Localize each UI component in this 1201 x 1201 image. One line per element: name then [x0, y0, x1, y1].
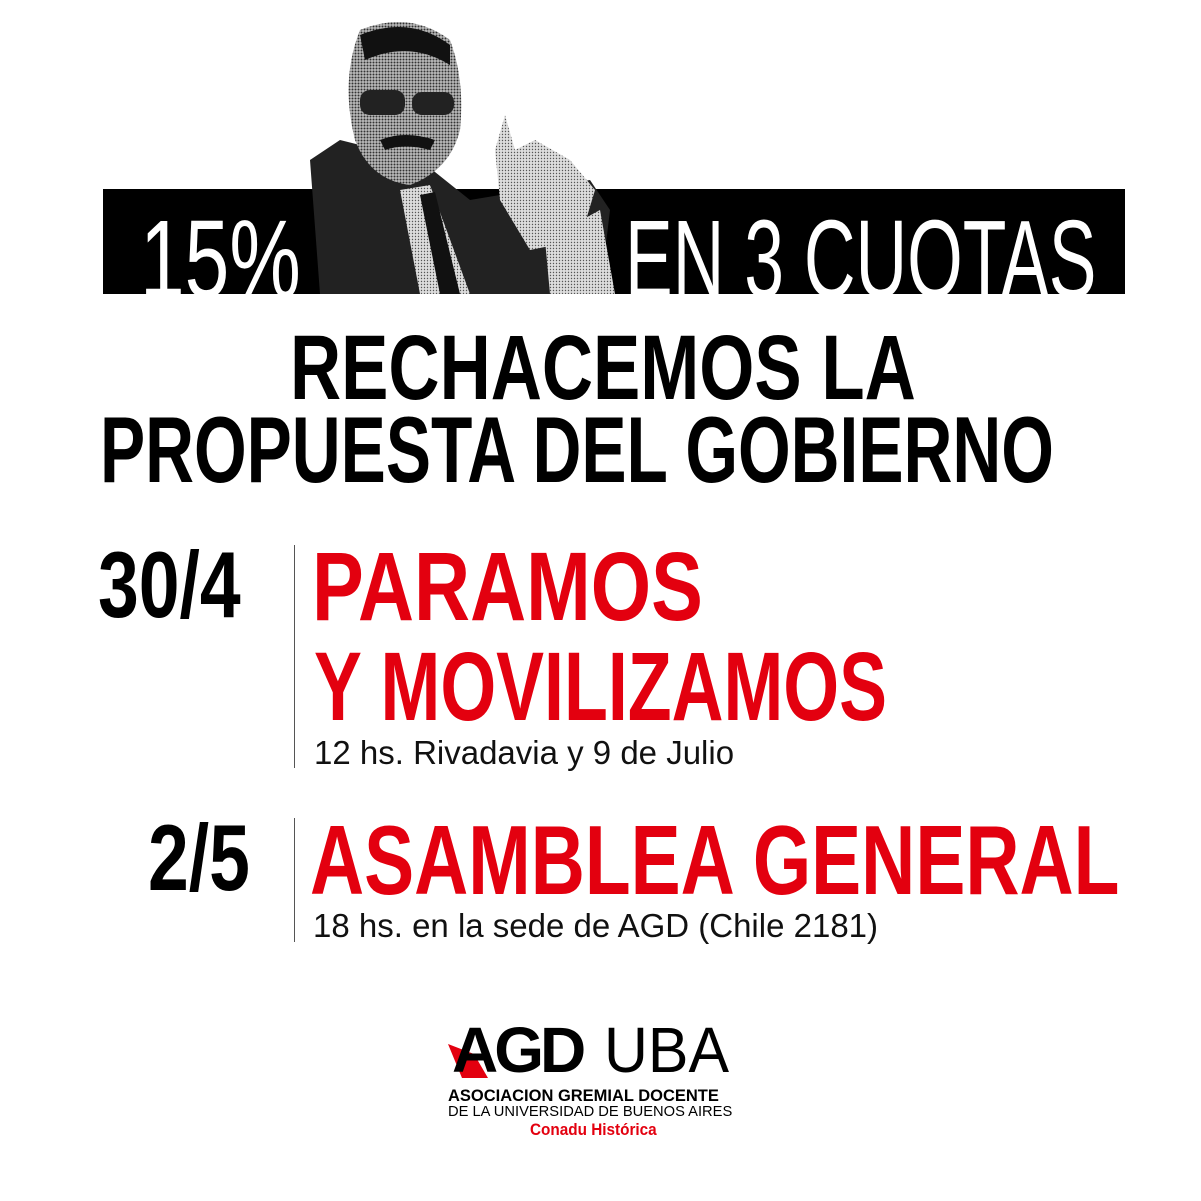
logo-uba: UBA — [604, 1014, 730, 1086]
event2-detail: 18 hs. en la sede de AGD (Chile 2181) — [313, 907, 879, 944]
banner-cuotas: EN 3 CUOTAS — [625, 198, 1097, 321]
logo-line1: ASOCIACION GREMIAL DOCENTE — [448, 1086, 719, 1105]
event1-date: 30/4 — [98, 532, 241, 637]
halftone-photo-man-gesturing — [310, 22, 615, 294]
event1-title-line1: PARAMOS — [312, 532, 703, 641]
event1-title-line2: Y MOVILIZAMOS — [314, 632, 887, 741]
logo-agd: AGD — [452, 1014, 586, 1086]
event2-date: 2/5 — [148, 805, 250, 910]
divider-line — [294, 545, 295, 768]
black-banner — [103, 189, 1125, 294]
logo-line2: DE LA UNIVERSIDAD DE BUENOS AIRES — [448, 1103, 733, 1120]
banner-percent: 15% — [140, 198, 301, 321]
divider-line — [294, 818, 295, 942]
headline-line2: PROPUESTA DEL GOBIERNO — [100, 397, 1054, 502]
event2-title: ASAMBLEA GENERAL — [310, 805, 1120, 915]
logo-line3: Conadu Histórica — [530, 1120, 657, 1139]
headline-line1: RECHACEMOS LA — [290, 317, 916, 419]
event1-detail: 12 hs. Rivadavia y 9 de Julio — [314, 734, 735, 771]
logo-red-slash-icon — [448, 1044, 488, 1078]
